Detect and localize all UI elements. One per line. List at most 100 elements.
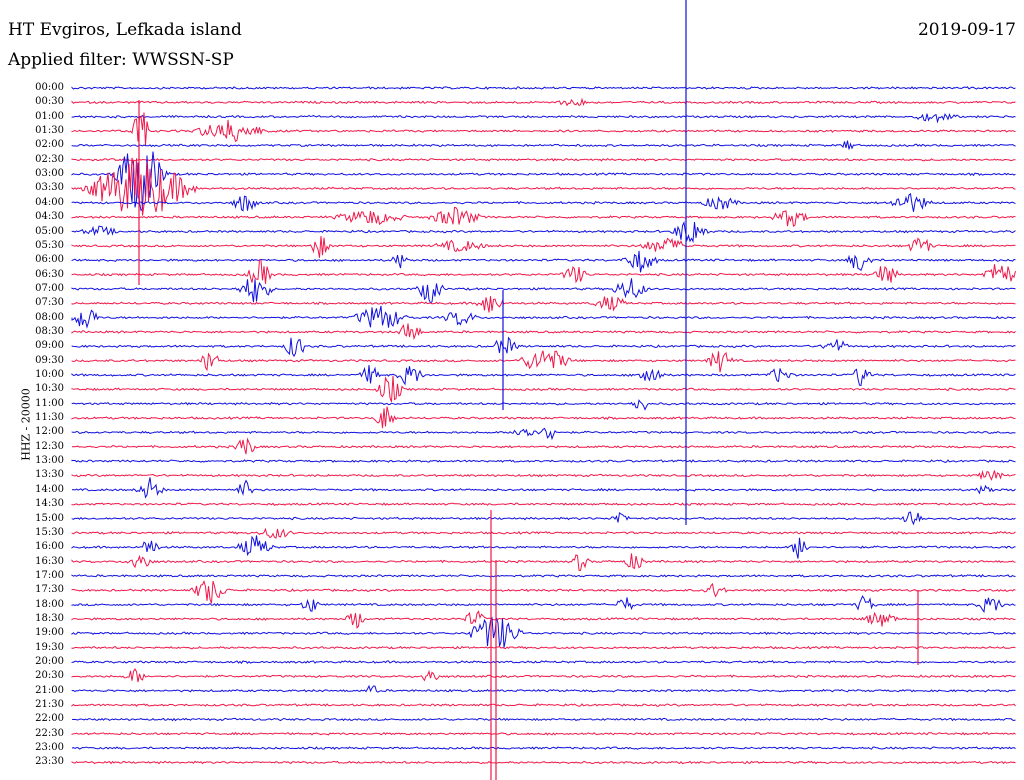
time-label: 22:30 [35,727,64,739]
time-label: 14:30 [35,498,64,510]
seismic-trace [71,157,1016,162]
seismic-trace [71,459,1016,463]
time-label: 09:30 [35,354,64,366]
seismic-trace [71,470,1016,481]
time-label: 05:00 [35,225,64,237]
time-label: 11:30 [35,412,64,424]
seismic-trace [71,112,1016,124]
seismic-trace [71,731,1016,736]
seismic-trace [71,610,1016,629]
time-label: 15:00 [35,512,64,524]
seismic-trace [71,250,1016,273]
seismic-trace [71,746,1016,750]
seismic-trace [71,595,1016,613]
time-label: 18:30 [35,612,64,624]
time-label: 23:00 [35,742,64,754]
time-label: 19:00 [35,627,64,639]
seismic-trace [71,527,1016,539]
time-label: 17:00 [35,569,64,581]
station-title: HT Evgiros, Lefkada island [8,20,242,40]
seismic-trace [71,660,1016,664]
seismic-trace [71,703,1016,707]
seismic-trace [71,502,1016,506]
time-label: 13:30 [35,469,64,481]
seismic-trace [71,760,1016,765]
seismic-trace [71,375,1016,402]
seismic-trace [71,278,1016,304]
time-label: 20:30 [35,670,64,682]
time-label: 18:00 [35,598,64,610]
seismic-trace [71,511,1016,526]
seismic-trace [71,336,1016,358]
seismic-trace [71,574,1016,578]
time-label: 08:00 [35,311,64,323]
seismic-trace [71,305,1016,329]
time-label: 21:00 [35,684,64,696]
time-label: 08:30 [35,325,64,337]
seismic-trace [71,350,1016,373]
seismic-trace [71,535,1016,559]
seismic-trace [71,220,1016,244]
seismic-trace [71,151,1016,212]
seismic-trace [71,427,1016,441]
seismic-trace [71,717,1016,722]
time-label: 06:00 [35,254,64,266]
seismic-trace [71,579,1016,604]
time-label: 22:00 [35,713,64,725]
time-label: 05:30 [35,239,64,251]
time-label: 16:30 [35,555,64,567]
time-label: 19:30 [35,641,64,653]
time-label: 23:30 [35,756,64,768]
time-label: 16:00 [35,541,64,553]
time-label: 21:30 [35,699,64,711]
time-label: 11:00 [35,397,64,409]
time-label: 20:00 [35,656,64,667]
date-label: 2019-09-17 [917,20,1016,40]
seismic-trace [71,259,1016,284]
seismic-trace [71,645,1016,650]
seismic-trace [71,616,1016,648]
time-label: 03:00 [35,168,64,180]
time-label: 17:30 [35,584,64,596]
time-label: 02:00 [35,139,64,151]
time-label: 00:00 [35,82,64,93]
time-label: 10:30 [35,383,64,395]
seismic-trace [71,437,1016,455]
time-label: 04:30 [35,211,64,223]
time-label: 01:00 [35,110,64,122]
seismic-trace [71,406,1016,429]
seismic-trace [71,236,1016,258]
time-label: 06:30 [35,268,64,280]
time-label: 02:30 [35,153,64,165]
seismic-trace [71,97,1016,107]
time-label: 12:30 [35,440,64,452]
seismic-trace [71,477,1016,499]
seismic-trace [71,86,1016,90]
seismic-trace [71,157,1016,216]
time-label: 13:00 [35,455,64,467]
time-label: 12:00 [35,426,64,438]
seismic-trace [71,323,1016,341]
time-label: 07:00 [35,282,64,294]
time-label: 04:00 [35,196,64,208]
seismic-trace [71,206,1016,227]
time-label: 10:00 [35,369,64,380]
seismic-trace [71,193,1016,212]
time-label: 00:30 [35,96,64,108]
time-label: 09:00 [35,340,64,352]
seismic-trace [71,112,1016,146]
seismic-trace [71,364,1016,386]
time-label: 07:30 [35,297,64,309]
time-label: 14:00 [35,483,64,495]
seismic-trace [71,140,1016,150]
seismic-trace [71,399,1016,411]
time-label: 15:30 [35,526,64,538]
seismic-trace [71,668,1016,683]
time-label: 03:30 [35,182,64,194]
seismic-trace [71,684,1016,693]
filter-label: Applied filter: WWSSN-SP [8,50,234,70]
time-label: 01:30 [35,125,64,137]
seismic-trace [71,553,1016,572]
